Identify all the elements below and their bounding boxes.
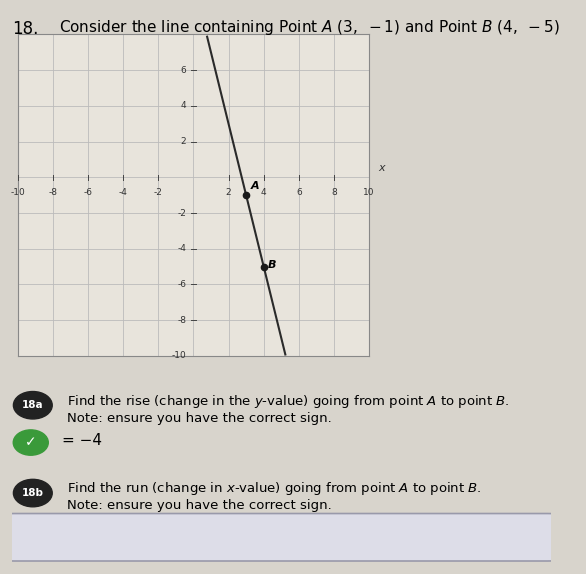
Text: -2: -2 bbox=[178, 208, 186, 218]
Text: 18.: 18. bbox=[12, 20, 38, 38]
Circle shape bbox=[13, 391, 52, 419]
FancyBboxPatch shape bbox=[4, 514, 558, 561]
Text: -6: -6 bbox=[178, 280, 186, 289]
Text: ✓: ✓ bbox=[25, 436, 36, 449]
Text: -2: -2 bbox=[154, 188, 163, 197]
Text: 8: 8 bbox=[331, 188, 337, 197]
Text: Find the run (change in $x$-value) going from point $\mathit{A}$ to point $\math: Find the run (change in $x$-value) going… bbox=[67, 480, 482, 498]
Text: Note: ensure you have the correct sign.: Note: ensure you have the correct sign. bbox=[67, 412, 332, 425]
Text: -10: -10 bbox=[10, 188, 25, 197]
Circle shape bbox=[13, 479, 52, 507]
Text: = −4: = −4 bbox=[62, 433, 101, 448]
Text: A: A bbox=[251, 181, 259, 191]
Text: -4: -4 bbox=[178, 244, 186, 253]
Text: Find the rise (change in the $y$-value) going from point $\mathit{A}$ to point $: Find the rise (change in the $y$-value) … bbox=[67, 393, 510, 410]
Text: Note: ensure you have the correct sign.: Note: ensure you have the correct sign. bbox=[67, 499, 332, 513]
Text: 4: 4 bbox=[180, 102, 186, 110]
Text: -6: -6 bbox=[83, 188, 93, 197]
Text: -8: -8 bbox=[48, 188, 57, 197]
Text: -4: -4 bbox=[118, 188, 128, 197]
Text: 2: 2 bbox=[180, 137, 186, 146]
Text: 6: 6 bbox=[180, 65, 186, 75]
Text: 18a: 18a bbox=[22, 400, 43, 410]
Text: 6: 6 bbox=[296, 188, 302, 197]
Circle shape bbox=[13, 430, 48, 455]
Text: Consider the line containing Point $\mathit{A}$ $(3,\ -1)$ and Point $\mathit{B}: Consider the line containing Point $\mat… bbox=[59, 18, 560, 37]
Text: 4: 4 bbox=[261, 188, 267, 197]
Text: 2: 2 bbox=[226, 188, 231, 197]
Text: -10: -10 bbox=[172, 351, 186, 360]
Text: x: x bbox=[378, 163, 384, 173]
Text: 10: 10 bbox=[363, 188, 375, 197]
Text: -8: -8 bbox=[178, 316, 186, 325]
Text: B: B bbox=[268, 261, 277, 270]
Text: 18b: 18b bbox=[22, 488, 44, 498]
